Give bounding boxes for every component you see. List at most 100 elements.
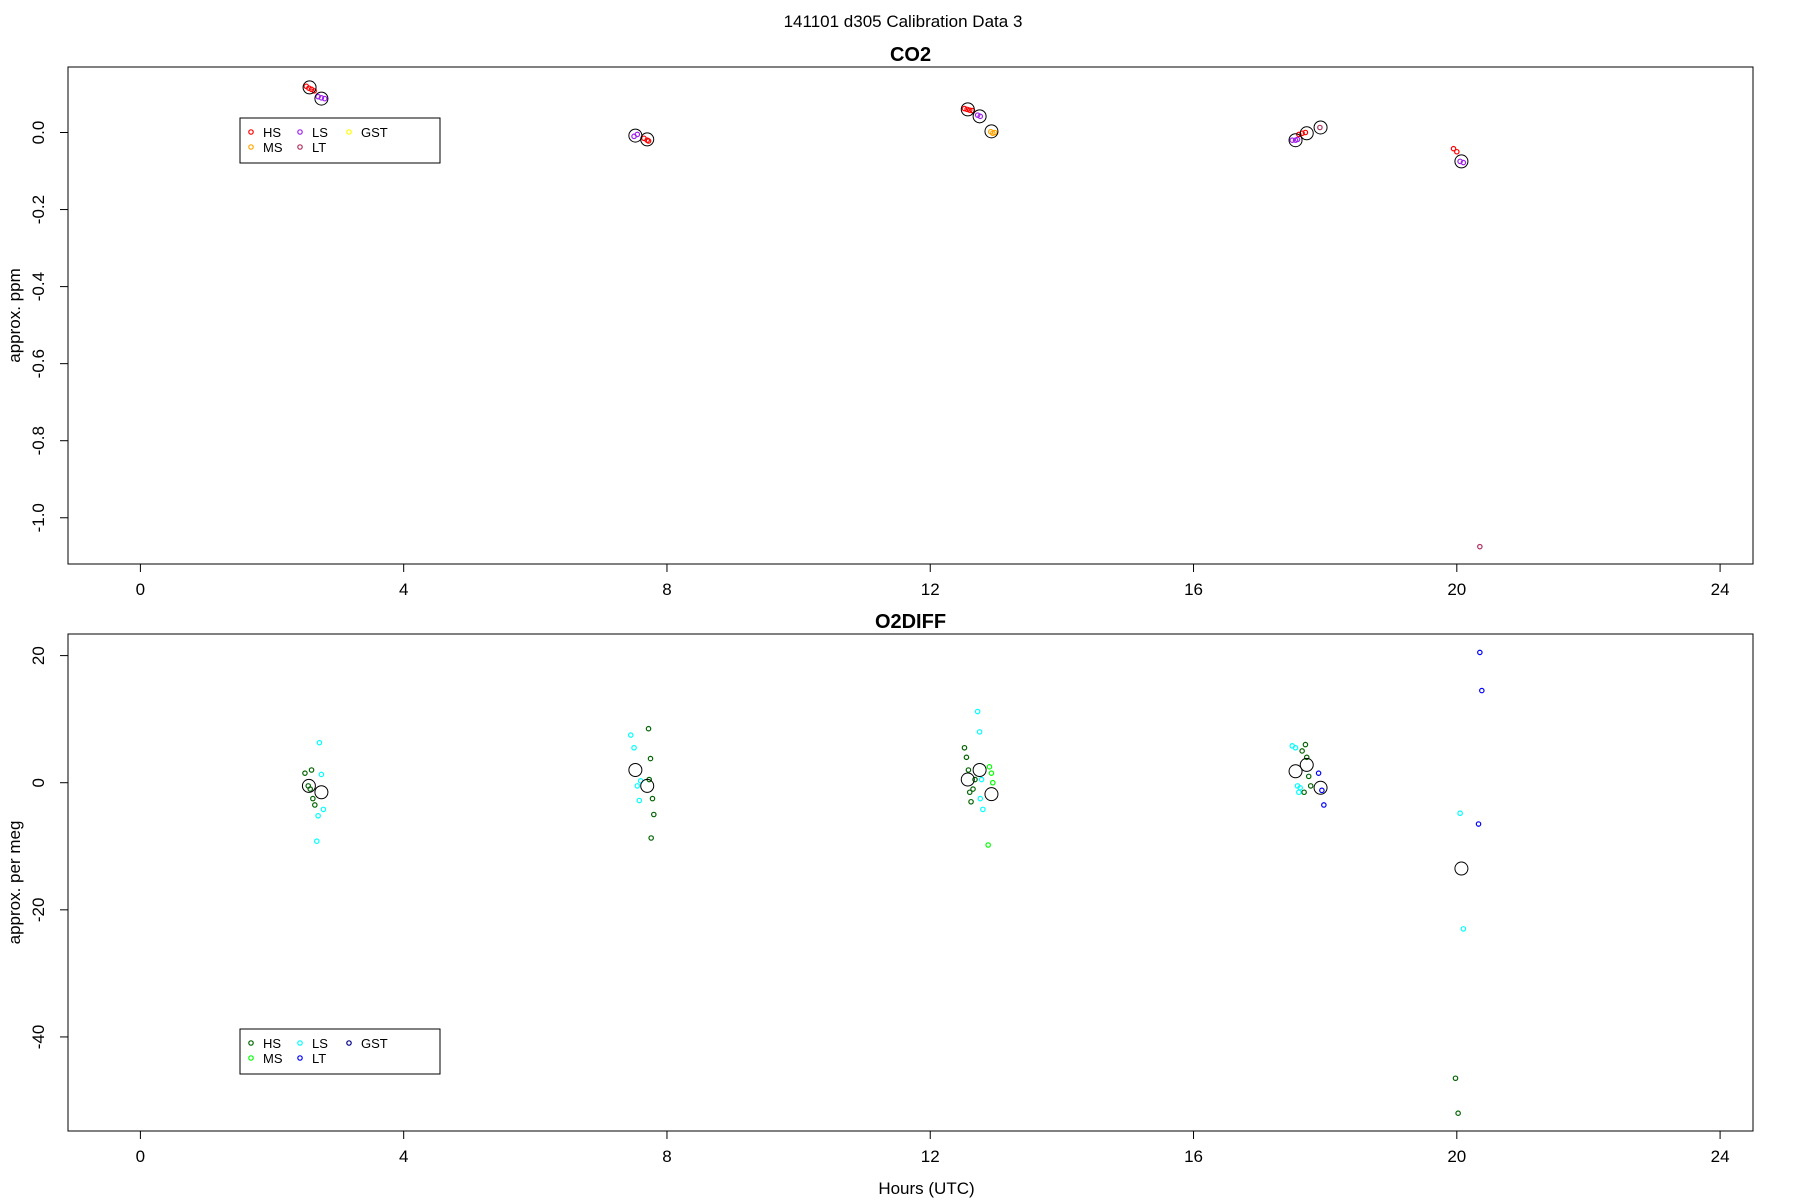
data-point-hs: [310, 795, 316, 802]
data-point-ls: [977, 113, 984, 120]
x-tick-label: 0: [136, 1147, 145, 1166]
data-point-hs: [968, 798, 974, 805]
legend-box: [239, 117, 441, 164]
mean-marker: [1299, 126, 1314, 141]
data-point-ls: [1292, 744, 1299, 751]
data-point-hs: [647, 755, 654, 762]
data-points: [301, 649, 1485, 1117]
data-point-hs: [966, 107, 973, 113]
legend-marker-ls: [297, 129, 303, 135]
x-tick-label: 20: [1447, 1147, 1466, 1166]
legend-label-gst: GST: [361, 125, 388, 140]
x-tick-label: 16: [1184, 580, 1203, 599]
y-tick-label: -0.2: [29, 195, 48, 224]
x-tick-label: 4: [399, 580, 408, 599]
data-point-hs: [307, 786, 314, 792]
y-tick-label: -40: [29, 1025, 48, 1050]
data-point-ms: [985, 842, 991, 848]
mean-marker: [972, 109, 987, 124]
mean-marker: [301, 778, 316, 793]
data-point-hs: [1296, 131, 1302, 138]
data-point-hs: [972, 776, 978, 783]
data-point-ls: [314, 838, 320, 844]
data-point-ls: [627, 732, 634, 738]
data-point-hs: [963, 754, 970, 761]
data-point-ls: [976, 729, 983, 735]
data-point-ls: [1297, 785, 1303, 791]
mean-marker: [314, 785, 329, 800]
data-point-ms: [988, 770, 995, 776]
chart-panel-1: O2DIFF 0 4 8 12 16 20 24 20 0 -20 -40 approx. per me…: [5, 611, 1754, 1198]
mean-marker: [960, 772, 975, 787]
legend-marker-ls: [297, 1040, 303, 1046]
data-point-ls: [1289, 137, 1296, 144]
data-point-hs: [1305, 773, 1312, 780]
data-point-ls: [974, 708, 981, 715]
data-point-ms: [986, 764, 993, 770]
data-point-ls: [631, 744, 637, 751]
data-points: [302, 80, 1483, 550]
mean-marker: [640, 132, 655, 147]
legend-label-ms: MS: [263, 140, 283, 155]
data-point-ls: [1296, 789, 1302, 796]
data-point-ls: [1294, 136, 1301, 143]
legend-label-lt: LT: [312, 140, 326, 155]
legend-marker-lt: [297, 144, 303, 150]
data-point-ls: [318, 771, 325, 778]
data-point-lt: [1321, 802, 1327, 808]
data-point-ls: [978, 776, 985, 783]
x-tick-label: 20: [1447, 580, 1466, 599]
data-point-hs: [1307, 783, 1314, 789]
data-point-hs: [1450, 145, 1457, 152]
data-point-ls: [320, 806, 327, 813]
legend-marker-ms: [248, 144, 254, 150]
y-tick-label: 20: [29, 646, 48, 665]
legend-label-lt: LT: [312, 1051, 326, 1066]
data-point-hs: [312, 802, 318, 808]
data-point-hs: [302, 770, 308, 776]
x-tick-label: 24: [1711, 1147, 1730, 1166]
legend-marker-gst: [346, 129, 352, 135]
data-point-ls: [636, 797, 643, 804]
mean-marker: [1313, 780, 1328, 795]
data-point-hs: [645, 725, 652, 732]
y-tick-label: 0.0: [29, 121, 48, 145]
data-point-ls: [634, 131, 641, 138]
figure-suptitle: 141101 d305 Calibration Data 3: [784, 12, 1023, 31]
chart-panel-0: CO2 0 4 8 12 16 20 24 0.0 -0.2 -0.4 -0.6 -0.8 -1.0 app…: [5, 44, 1754, 599]
x-axis-label: Hours (UTC): [878, 1179, 974, 1198]
mean-marker: [972, 763, 987, 778]
data-point-hs: [306, 85, 312, 91]
mean-marker: [960, 102, 975, 117]
data-point-hs: [1454, 148, 1460, 155]
data-point-hs: [649, 795, 656, 802]
data-point-lt: [1477, 649, 1483, 656]
data-point-ls: [316, 739, 323, 746]
legend-marker-gst: [346, 1040, 352, 1046]
data-point-hs: [1301, 789, 1307, 796]
mean-marker: [628, 763, 643, 778]
data-point-ms: [991, 129, 998, 136]
data-point-lt: [1477, 543, 1483, 550]
mean-marker: [1288, 764, 1303, 779]
mean-marker: [1313, 120, 1328, 135]
data-point-hs: [961, 744, 968, 751]
y-tick-label: -0.4: [29, 272, 48, 301]
data-point-ms: [989, 779, 996, 786]
data-point-ls: [1457, 158, 1463, 165]
data-point-hs: [1455, 1110, 1461, 1117]
legend-marker-ms: [248, 1055, 254, 1061]
data-point-lt: [1315, 770, 1322, 776]
data-point-hs: [1303, 754, 1310, 761]
data-point-ls: [318, 95, 325, 101]
y-axis-label: approx. ppm: [5, 268, 24, 363]
y-tick-label: 0: [29, 778, 48, 787]
mean-marker: [984, 787, 999, 802]
data-point-hs: [311, 88, 317, 94]
data-point-ls: [634, 783, 641, 789]
y-tick-label: -20: [29, 898, 48, 923]
mean-marker: [984, 124, 999, 139]
x-tick-label: 8: [662, 1147, 671, 1166]
mean-marker: [302, 80, 317, 95]
